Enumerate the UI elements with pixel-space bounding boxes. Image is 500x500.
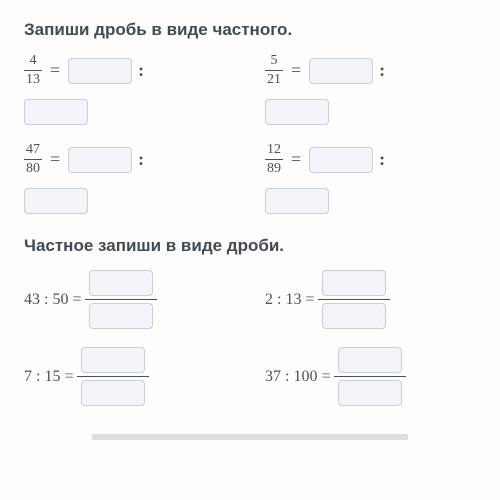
colon-sign: :: [138, 60, 144, 81]
section1-title: Запиши дробь в виде частного.: [24, 20, 476, 40]
fraction: 4 13: [24, 54, 42, 87]
colon-sign: :: [277, 291, 281, 308]
fraction-bar: [85, 299, 157, 300]
s2-item-0: 43 : 50 =: [24, 270, 235, 329]
equals-sign: =: [50, 60, 60, 81]
denominator-input[interactable]: [89, 303, 153, 329]
denominator-input[interactable]: [338, 380, 402, 406]
lhs-text: 2 : 13 =: [265, 291, 314, 309]
b: 100: [293, 368, 317, 385]
s2-item-1: 2 : 13 =: [265, 270, 476, 329]
s1-item-1: 5 21 = :: [265, 54, 476, 125]
equals-sign: =: [291, 149, 301, 170]
denominator-input[interactable]: [322, 303, 386, 329]
equals-sign: =: [50, 149, 60, 170]
numerator: 12: [265, 143, 283, 159]
answer-fraction: [318, 270, 390, 329]
denominator: 89: [265, 159, 283, 176]
numerator-input[interactable]: [89, 270, 153, 296]
numerator-input[interactable]: [81, 347, 145, 373]
equals-sign: =: [291, 60, 301, 81]
denominator-input[interactable]: [81, 380, 145, 406]
a: 37: [265, 368, 281, 385]
dividend-input[interactable]: [309, 147, 373, 173]
numerator: 4: [28, 54, 39, 70]
numerator-input[interactable]: [338, 347, 402, 373]
lhs-text: 43 : 50 =: [24, 291, 81, 309]
a: 7: [24, 368, 32, 385]
s2-item-2: 7 : 15 =: [24, 347, 235, 406]
answer-fraction: [77, 347, 149, 406]
a: 2: [265, 291, 273, 308]
answer-fraction: [85, 270, 157, 329]
dividend-input[interactable]: [68, 58, 132, 84]
lhs-text: 7 : 15 =: [24, 368, 73, 386]
fraction-bar: [318, 299, 390, 300]
answer-fraction: [334, 347, 406, 406]
s1-item-3: 12 89 = :: [265, 143, 476, 214]
a: 43: [24, 291, 40, 308]
divisor-input[interactable]: [265, 99, 329, 125]
numerator-input[interactable]: [322, 270, 386, 296]
divisor-input[interactable]: [24, 99, 88, 125]
fraction-bar: [334, 376, 406, 377]
s2-item-3: 37 : 100 =: [265, 347, 476, 406]
section2-grid: 43 : 50 = 2 : 13 = 7 : 15 =: [24, 270, 476, 406]
fraction-bar: [77, 376, 149, 377]
colon-sign: :: [285, 368, 289, 385]
dividend-input[interactable]: [68, 147, 132, 173]
lhs-text: 37 : 100 =: [265, 368, 330, 386]
colon-sign: :: [138, 149, 144, 170]
equals-sign: =: [64, 368, 73, 385]
denominator: 13: [24, 70, 42, 87]
divisor-input[interactable]: [24, 188, 88, 214]
section2-title: Частное запиши в виде дроби.: [24, 236, 476, 256]
colon-sign: :: [379, 60, 385, 81]
colon-sign: :: [44, 291, 48, 308]
numerator: 5: [269, 54, 280, 70]
fraction: 12 89: [265, 143, 283, 176]
colon-sign: :: [36, 368, 40, 385]
equals-sign: =: [321, 368, 330, 385]
denominator: 21: [265, 70, 283, 87]
equals-sign: =: [72, 291, 81, 308]
equals-sign: =: [305, 291, 314, 308]
b: 15: [44, 368, 60, 385]
numerator: 47: [24, 143, 42, 159]
b: 50: [52, 291, 68, 308]
bottom-bar: [92, 434, 408, 440]
section1-grid: 4 13 = : 5 21 = : 47 80 = : 12 89: [24, 54, 476, 214]
fraction: 47 80: [24, 143, 42, 176]
b: 13: [285, 291, 301, 308]
s1-item-0: 4 13 = :: [24, 54, 235, 125]
s1-item-2: 47 80 = :: [24, 143, 235, 214]
fraction: 5 21: [265, 54, 283, 87]
denominator: 80: [24, 159, 42, 176]
colon-sign: :: [379, 149, 385, 170]
dividend-input[interactable]: [309, 58, 373, 84]
divisor-input[interactable]: [265, 188, 329, 214]
